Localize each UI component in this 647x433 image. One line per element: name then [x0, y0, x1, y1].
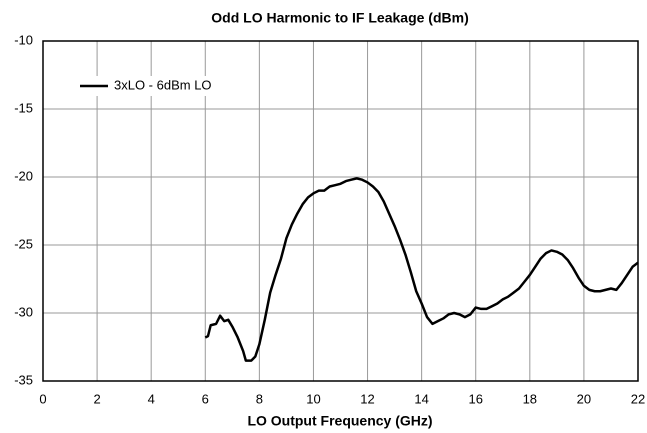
- x-axis-title: LO Output Frequency (GHz): [247, 413, 432, 429]
- x-tick-label: 2: [93, 391, 100, 406]
- x-tick-label: 6: [202, 391, 209, 406]
- x-tick-label: 14: [414, 391, 428, 406]
- legend-bg: [75, 76, 225, 96]
- y-tick-label: -35: [14, 372, 33, 387]
- x-tick-label: 10: [306, 391, 320, 406]
- y-tick-label: -10: [14, 32, 33, 47]
- y-tick-label: -15: [14, 100, 33, 115]
- plot-frame: [42, 40, 639, 382]
- x-tick-label: 18: [523, 391, 537, 406]
- y-tick-label: -25: [14, 236, 33, 251]
- x-tick-label: 22: [631, 391, 645, 406]
- x-tick-label: 0: [39, 391, 46, 406]
- y-tick-label: -20: [14, 168, 33, 183]
- x-tick-label: 8: [256, 391, 263, 406]
- x-tick-label: 16: [468, 391, 482, 406]
- x-tick-label: 20: [577, 391, 591, 406]
- legend-label: 3xLO - 6dBm LO: [114, 77, 212, 92]
- x-tick-label: 12: [360, 391, 374, 406]
- chart-title: Odd LO Harmonic to IF Leakage (dBm): [211, 10, 468, 26]
- data-line: [204, 177, 639, 362]
- x-tick-label: 4: [148, 391, 155, 406]
- y-tick-label: -30: [14, 304, 33, 319]
